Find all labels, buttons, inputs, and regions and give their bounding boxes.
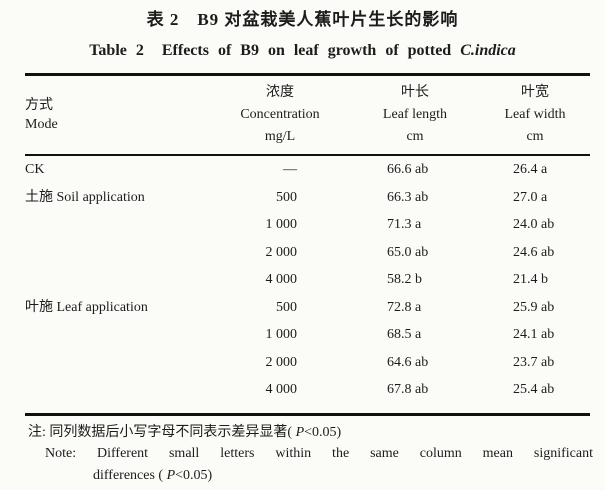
table-row: CK — 66.6 ab 26.4 a (25, 156, 590, 184)
leaf-width-cell: 25.9 ab (513, 299, 555, 315)
leaf-length-cell: 58.2 b (387, 272, 422, 287)
leaf-length-cell: 64.6 ab (387, 354, 429, 370)
leaf-length-cell: 71.3 a (387, 217, 422, 232)
species-name-italic: C.indica (460, 42, 516, 59)
table-row: 叶施 Leaf application 500 72.8 a 25.9 ab (25, 294, 590, 322)
mode-cell: 土施 Soil application (25, 189, 145, 205)
leaf-length-cell: 66.3 ab (387, 189, 429, 205)
header-concentration-unit: mg/L (264, 129, 296, 144)
mode-cell: CK (25, 162, 45, 177)
leaf-width-cell: 24.6 ab (513, 244, 555, 260)
leaf-width-cell: 24.1 ab (513, 327, 555, 342)
table-row: 土施 Soil application 500 66.3 ab 27.0 a (25, 184, 590, 212)
concentration-cell: — (283, 162, 297, 177)
table-row: 2 000 64.6 ab 23.7 ab (25, 349, 590, 377)
concentration-cell: 1 000 (265, 327, 298, 342)
note-english-line1: Note: Different small letters within the… (45, 445, 593, 461)
table-body: CK — 66.6 ab 26.4 a 土施 Soil application … (25, 156, 590, 413)
leaf-length-cell: 66.6 ab (387, 162, 429, 177)
table-row: 4 000 58.2 b 21.4 b (25, 266, 590, 294)
data-table: 方式 Mode 浓度 Concentration mg/L 叶长 Leaf le… (25, 73, 590, 416)
concentration-cell: 500 (276, 299, 297, 315)
mode-cell (25, 321, 210, 349)
concentration-cell: 2 000 (265, 244, 298, 260)
table-row: 2 000 65.0 ab 24.6 ab (25, 239, 590, 267)
header-leaf-length-en: Leaf length (382, 107, 448, 122)
mode-cell (25, 266, 210, 294)
mode-cell (25, 211, 210, 239)
mode-cell (25, 239, 210, 267)
mode-cell: 叶施 Leaf application (25, 299, 148, 315)
header-mode-cn: 方式 (25, 98, 53, 113)
leaf-width-cell: 27.0 a (513, 189, 548, 205)
leaf-width-cell: 23.7 ab (513, 354, 555, 370)
mode-cell (25, 349, 210, 377)
leaf-width-cell: 26.4 a (513, 162, 548, 177)
header-col-leaf-length: 叶长 Leaf length cm (350, 82, 480, 148)
p-value-symbol: P (295, 424, 305, 440)
header-col-mode: 方式 Mode (25, 82, 210, 148)
table-title-english: Table 2 Effects of B9 on leaf growth of … (0, 40, 605, 62)
concentration-cell: 4 000 (265, 382, 298, 397)
note-english: Note: Different small letters within the… (45, 443, 593, 487)
note-chinese-text: 注: 同列数据后小写字母不同表示差异显著( (28, 424, 296, 440)
header-leaf-width-cn: 叶宽 (521, 85, 549, 100)
header-leaf-length-cn: 叶长 (401, 85, 429, 100)
table-title-chinese: 表 2 B9 对盆栽美人蕉叶片生长的影响 (146, 10, 459, 29)
header-mode-en: Mode (25, 117, 58, 132)
leaf-width-cell: 24.0 ab (513, 217, 555, 232)
concentration-cell: 2 000 (265, 354, 298, 370)
table-row: 4 000 67.8 ab 25.4 ab (25, 376, 590, 404)
header-col-concentration: 浓度 Concentration mg/L (210, 82, 350, 148)
note-english-line2: differences ( P<0.05) (45, 465, 593, 487)
table-title-english-text: Table 2 Effects of B9 on leaf growth of … (89, 42, 461, 59)
table-header-row: 方式 Mode 浓度 Concentration mg/L 叶长 Leaf le… (25, 76, 590, 156)
leaf-length-cell: 72.8 a (387, 299, 422, 315)
leaf-width-cell: 25.4 ab (513, 382, 555, 397)
leaf-length-cell: 67.8 ab (387, 382, 429, 397)
note-chinese: 注: 同列数据后小写字母不同表示差异显著( P<0.05) (28, 422, 605, 443)
concentration-cell: 500 (276, 189, 297, 205)
table-row: 1 000 68.5 a 24.1 ab (25, 321, 590, 349)
leaf-length-cell: 65.0 ab (387, 244, 429, 260)
p-value-symbol: P (166, 467, 176, 483)
header-leaf-length-unit: cm (406, 129, 424, 144)
leaf-length-cell: 68.5 a (387, 327, 422, 342)
concentration-cell: 1 000 (265, 217, 298, 232)
header-leaf-width-en: Leaf width (504, 107, 566, 122)
leaf-width-cell: 21.4 b (513, 272, 548, 287)
note-english-line2-text: differences ( (93, 467, 167, 483)
header-leaf-width-unit: cm (526, 129, 544, 144)
header-concentration-en: Concentration (240, 107, 320, 122)
note-chinese-pvalue: <0.05) (304, 424, 342, 440)
header-concentration-cn: 浓度 (266, 85, 294, 100)
concentration-cell: 4 000 (265, 272, 298, 287)
mode-cell (25, 376, 210, 404)
header-col-leaf-width: 叶宽 Leaf width cm (480, 82, 590, 148)
table-row: 1 000 71.3 a 24.0 ab (25, 211, 590, 239)
note-english-line2-pvalue: <0.05) (175, 467, 213, 483)
